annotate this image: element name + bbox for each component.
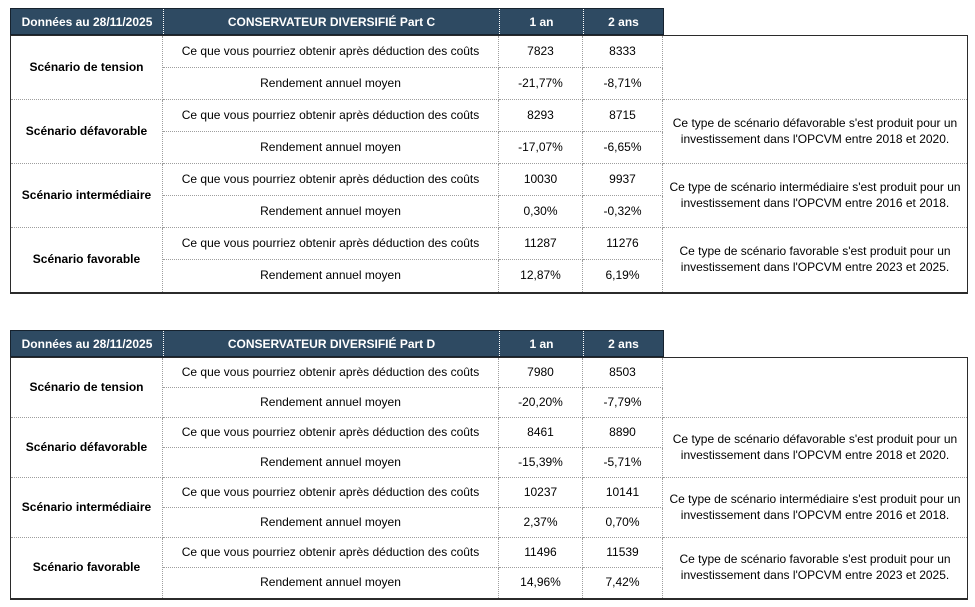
date-label: Données au 28/11/2025: [21, 336, 153, 351]
value-cell: 11287: [499, 228, 583, 260]
value-cell: -20,20%: [499, 388, 583, 418]
value-cell: 8333: [583, 36, 663, 68]
row-label-obtain: Ce que vous pourriez obtenir après déduc…: [163, 418, 499, 448]
note-cell: [663, 36, 967, 100]
value-cell: 11539: [583, 538, 663, 568]
row-label-yield: Rendement annuel moyen: [163, 196, 499, 228]
note-cell: Ce type de scénario intermédiaire s'est …: [663, 478, 967, 538]
value-cell: 14,96%: [499, 568, 583, 598]
row-label-obtain: Ce que vous pourriez obtenir après déduc…: [163, 100, 499, 132]
col-header-2ans: 2 ans: [583, 331, 663, 356]
value-cell: -17,07%: [499, 132, 583, 164]
value-cell: 10141: [583, 478, 663, 508]
scenario-name-cell: Scénario de tension: [11, 36, 163, 100]
scenario-name-cell: Scénario favorable: [11, 538, 163, 598]
date-label: Données au 28/11/2025: [21, 14, 153, 29]
scenario-name-cell: Scénario favorable: [11, 228, 163, 292]
value-cell: -8,71%: [583, 68, 663, 100]
value-cell: 8890: [583, 418, 663, 448]
scenario-name-cell: Scénario défavorable: [11, 100, 163, 164]
scenario-table-part-c: Données au 28/11/2025 CONSERVATEUR DIVER…: [10, 8, 968, 294]
value-cell: 6,19%: [583, 260, 663, 292]
row-label-yield: Rendement annuel moyen: [163, 388, 499, 418]
row-label-obtain: Ce que vous pourriez obtenir après déduc…: [163, 478, 499, 508]
row-label-yield: Rendement annuel moyen: [163, 448, 499, 478]
note-cell: Ce type de scénario défavorable s'est pr…: [663, 100, 967, 164]
value-cell: 10030: [499, 164, 583, 196]
value-cell: -0,32%: [583, 196, 663, 228]
value-cell: 9937: [583, 164, 663, 196]
row-label-yield: Rendement annuel moyen: [163, 68, 499, 100]
table-title: CONSERVATEUR DIVERSIFIÉ Part C: [163, 9, 499, 34]
scenario-name-cell: Scénario défavorable: [11, 418, 163, 478]
note-cell: Ce type de scénario défavorable s'est pr…: [663, 418, 967, 478]
note-cell: [663, 358, 967, 418]
value-cell: 8715: [583, 100, 663, 132]
value-cell: -6,65%: [583, 132, 663, 164]
value-cell: 0,30%: [499, 196, 583, 228]
table-body: Scénario de tension Ce que vous pourriez…: [10, 35, 968, 294]
row-label-yield: Rendement annuel moyen: [163, 132, 499, 164]
value-cell: 12,87%: [499, 260, 583, 292]
table-header-row: Données au 28/11/2025 CONSERVATEUR DIVER…: [10, 8, 664, 35]
row-label-yield: Rendement annuel moyen: [163, 260, 499, 292]
row-label-obtain: Ce que vous pourriez obtenir après déduc…: [163, 358, 499, 388]
note-cell: Ce type de scénario intermédiaire s'est …: [663, 164, 967, 228]
value-cell: -21,77%: [499, 68, 583, 100]
scenario-name-cell: Scénario de tension: [11, 358, 163, 418]
table-title: CONSERVATEUR DIVERSIFIÉ Part D: [163, 331, 499, 356]
row-label-obtain: Ce que vous pourriez obtenir après déduc…: [163, 538, 499, 568]
value-cell: 10237: [499, 478, 583, 508]
value-cell: 7823: [499, 36, 583, 68]
value-cell: -5,71%: [583, 448, 663, 478]
row-label-obtain: Ce que vous pourriez obtenir après déduc…: [163, 228, 499, 260]
value-cell: 7980: [499, 358, 583, 388]
value-cell: -15,39%: [499, 448, 583, 478]
col-header-2ans: 2 ans: [583, 9, 663, 34]
row-label-obtain: Ce que vous pourriez obtenir après déduc…: [163, 36, 499, 68]
value-cell: 8293: [499, 100, 583, 132]
value-cell: -7,79%: [583, 388, 663, 418]
table-body: Scénario de tension Ce que vous pourriez…: [10, 357, 968, 600]
scenario-name-cell: Scénario intermédiaire: [11, 478, 163, 538]
table-header-row: Données au 28/11/2025 CONSERVATEUR DIVER…: [10, 330, 664, 357]
row-label-yield: Rendement annuel moyen: [163, 508, 499, 538]
row-label-obtain: Ce que vous pourriez obtenir après déduc…: [163, 164, 499, 196]
row-label-yield: Rendement annuel moyen: [163, 568, 499, 598]
value-cell: 11276: [583, 228, 663, 260]
value-cell: 0,70%: [583, 508, 663, 538]
scenario-name-cell: Scénario intermédiaire: [11, 164, 163, 228]
scenario-table-part-d: Données au 28/11/2025 CONSERVATEUR DIVER…: [10, 330, 968, 600]
value-cell: 11496: [499, 538, 583, 568]
col-header-1an: 1 an: [499, 9, 583, 34]
note-cell: Ce type de scénario favorable s'est prod…: [679, 244, 951, 274]
value-cell: 8461: [499, 418, 583, 448]
value-cell: 7,42%: [583, 568, 663, 598]
value-cell: 2,37%: [499, 508, 583, 538]
value-cell: 8503: [583, 358, 663, 388]
note-cell: Ce type de scénario favorable s'est prod…: [679, 552, 951, 582]
col-header-1an: 1 an: [499, 331, 583, 356]
